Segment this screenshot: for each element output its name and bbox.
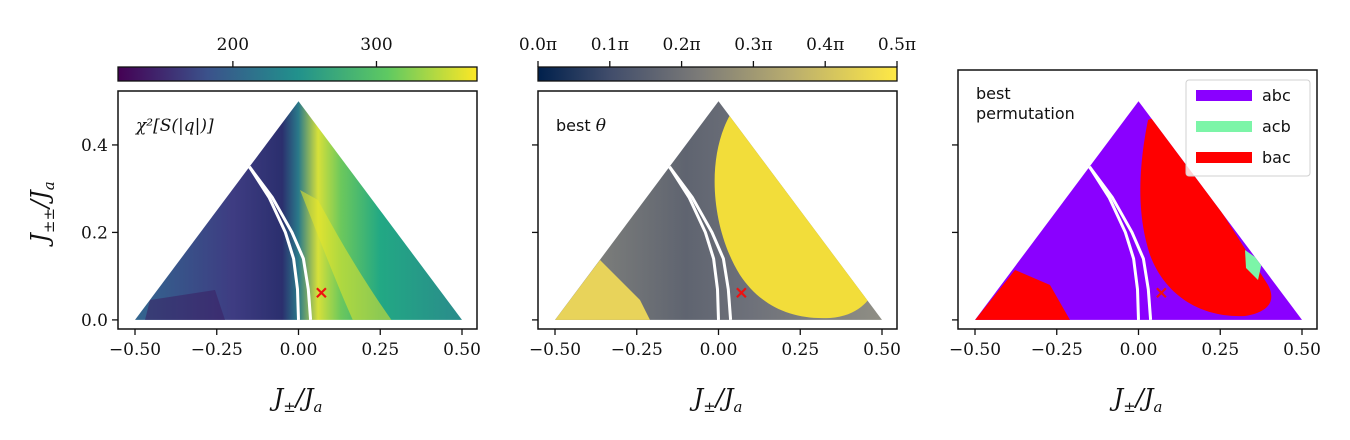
colorbar-tick-label: 0.0π: [519, 35, 557, 55]
legend-label-bac: bac: [1262, 148, 1291, 167]
panel-annotation: best: [976, 84, 1011, 103]
colorbar-ticks: 0.0π 0.1π 0.2π 0.3π 0.4π 0.5π: [519, 35, 916, 67]
x-tick-label: −0.50: [109, 340, 161, 360]
x-axis-label: J±/Ja: [1109, 384, 1163, 416]
boundary-curve: [668, 165, 733, 321]
colorbar-viridis: [117, 66, 478, 82]
x-tick-label: 0.25: [361, 340, 399, 360]
y-ticks: [952, 144, 958, 321]
panel-annotation: best θ: [556, 116, 606, 136]
legend-label-acb: acb: [1262, 117, 1291, 136]
region-high-theta: [714, 105, 874, 319]
y-tick-label: 0.2: [81, 223, 108, 243]
colorbar-tick-label: 300: [360, 35, 392, 55]
colorbar-tick-label: 0.5π: [878, 35, 916, 55]
marker-x: [316, 287, 327, 299]
x-tick-label: 0.50: [1283, 340, 1321, 360]
colorbar-tick-label: 0.4π: [806, 35, 844, 55]
panel-annotation: χ²[S(|q|)]: [135, 116, 214, 136]
x-ticks: −0.50 −0.25 0.00 0.25 0.50: [529, 329, 901, 360]
x-tick-label: −0.50: [949, 340, 1001, 360]
x-tick-label: −0.25: [611, 340, 663, 360]
panel-permutation: best permutation abc acb bac −0.50 −0.25 0.0…: [949, 69, 1321, 416]
x-tick-label: 0.50: [443, 340, 481, 360]
colorbar-tick-label: 0.1π: [591, 35, 629, 55]
legend-label-abc: abc: [1262, 86, 1291, 105]
boundary-curve: [668, 165, 720, 320]
x-tick-label: 0.25: [1201, 340, 1239, 360]
x-tick-label: 0.00: [1120, 340, 1158, 360]
y-ticks: 0.0 0.2 0.4: [81, 136, 118, 331]
marker: [316, 287, 327, 299]
boundary-curves: [668, 165, 733, 321]
plot-frame: [537, 90, 898, 330]
y-tick-label: 0.0: [81, 311, 108, 331]
x-axis-label: J±/Ja: [689, 384, 743, 416]
colorbar-ticks: 200 300: [217, 35, 393, 67]
boundary-curves: [248, 165, 313, 321]
x-tick-label: 0.25: [781, 340, 819, 360]
legend-swatch-bac: [1196, 152, 1252, 163]
boundary-curve: [248, 165, 300, 320]
x-tick-label: −0.25: [191, 340, 243, 360]
marker-x: [736, 287, 747, 299]
legend-swatch-abc: [1196, 90, 1252, 101]
region-low-left: [555, 260, 650, 320]
x-tick-label: −0.50: [529, 340, 581, 360]
heatmap-bright-band: [300, 190, 395, 320]
plot-frame: [117, 90, 478, 330]
legend-swatch-acb: [1196, 121, 1252, 132]
y-ticks: [532, 144, 538, 321]
panel-theta: 0.0π 0.1π 0.2π 0.3π 0.4π 0.5π best θ −0.50 −0.…: [519, 35, 916, 416]
panel-chi2: 200 300 χ²[S(|q|)] −0.50 −0.25 0.00 0.25 0.50…: [26, 35, 481, 416]
colorbar-cividis: [537, 66, 898, 82]
x-tick-label: −0.25: [1031, 340, 1083, 360]
colorbar-tick-label: 200: [217, 35, 249, 55]
marker-x: [1156, 287, 1167, 299]
boundary-curve: [248, 165, 313, 321]
x-ticks: −0.50 −0.25 0.00 0.25 0.50: [109, 329, 481, 360]
plot-frame: [957, 69, 1318, 330]
boundary-curves: [1088, 165, 1153, 321]
region-bac-left: [975, 270, 1070, 320]
x-tick-label: 0.50: [863, 340, 901, 360]
region-bac-main: [1140, 115, 1272, 317]
x-tick-label: 0.00: [280, 340, 318, 360]
colorbar-tick-label: 0.2π: [662, 35, 700, 55]
marker: [736, 287, 747, 299]
y-tick-label: 0.4: [81, 136, 108, 156]
x-axis-label: J±/Ja: [269, 384, 323, 416]
x-tick-label: 0.00: [700, 340, 738, 360]
marker: [1156, 287, 1167, 299]
boundary-curve: [1088, 165, 1140, 320]
heatmap-low-patch: [145, 290, 225, 320]
legend-entries: abc acb bac: [1196, 86, 1291, 167]
x-ticks: −0.50 −0.25 0.00 0.25 0.50: [949, 329, 1321, 360]
panel-annotation: permutation: [976, 104, 1075, 123]
colorbar-tick-label: 0.3π: [734, 35, 772, 55]
y-axis-label: J±±/Ja: [26, 181, 58, 247]
boundary-curve: [1088, 165, 1153, 321]
legend: abc acb bac: [1185, 79, 1311, 177]
